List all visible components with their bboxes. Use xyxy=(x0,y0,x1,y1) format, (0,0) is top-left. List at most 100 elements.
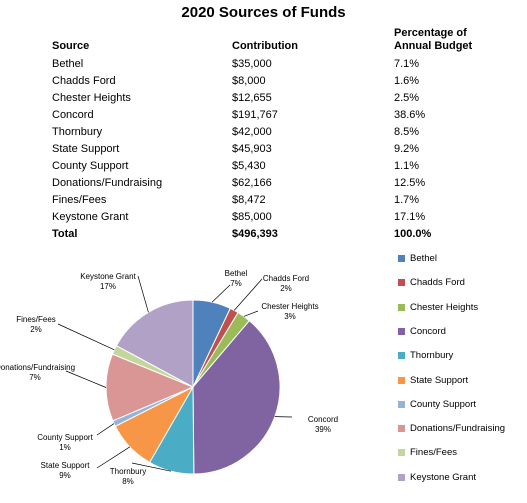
cell-source: Fines/Fees xyxy=(52,189,232,206)
legend-item: Keystone Grant xyxy=(398,472,523,485)
leader-line xyxy=(97,424,114,435)
total-percentage: 100.0% xyxy=(394,223,524,240)
legend-label: Keystone Grant xyxy=(410,472,476,483)
legend-swatch xyxy=(398,401,405,408)
funds-table: Source Contribution Percentage of Annual… xyxy=(52,22,524,240)
slice-label: Keystone Grant xyxy=(80,272,136,281)
cell-source: Donations/Fundraising xyxy=(52,172,232,189)
legend-label: Fines/Fees xyxy=(410,447,457,458)
slice-label: Donations/Fundraising xyxy=(0,363,75,372)
cell-contribution: $12,655 xyxy=(232,87,394,104)
legend-swatch xyxy=(398,449,405,456)
cell-contribution: $35,000 xyxy=(232,53,394,70)
legend-swatch xyxy=(398,425,405,432)
slice-label: State Support xyxy=(41,461,91,470)
legend-swatch xyxy=(398,352,405,359)
slice-percent-label: 7% xyxy=(29,373,41,382)
cell-source: State Support xyxy=(52,138,232,155)
leader-line xyxy=(244,311,258,316)
leader-line xyxy=(97,447,130,468)
header-percentage: Percentage of Annual Budget xyxy=(394,22,524,53)
leader-line xyxy=(58,324,114,350)
slice-percent-label: 3% xyxy=(284,312,296,321)
legend-label: Concord xyxy=(410,326,446,337)
legend-item: State Support xyxy=(398,375,523,388)
cell-source: County Support xyxy=(52,155,232,172)
legend-swatch xyxy=(398,377,405,384)
legend-item: Chadds Ford xyxy=(398,277,523,290)
legend-label: Donations/Fundraising xyxy=(410,423,505,434)
header-contribution: Contribution xyxy=(232,22,394,53)
cell-percentage: 9.2% xyxy=(394,138,524,155)
slice-label: Thornbury xyxy=(110,467,146,476)
cell-contribution: $45,903 xyxy=(232,138,394,155)
legend-item: Donations/Fundraising xyxy=(398,423,523,436)
legend-label: County Support xyxy=(410,399,476,410)
cell-source: Bethel xyxy=(52,53,232,70)
legend-item: Thornbury xyxy=(398,350,523,363)
legend-item: Bethel xyxy=(398,253,523,266)
cell-contribution: $191,767 xyxy=(232,104,394,121)
cell-source: Keystone Grant xyxy=(52,206,232,223)
cell-contribution: $8,472 xyxy=(232,189,394,206)
slice-label: Bethel xyxy=(225,269,248,278)
legend-swatch xyxy=(398,255,405,262)
cell-percentage: 1.6% xyxy=(394,70,524,87)
legend-item: County Support xyxy=(398,399,523,412)
cell-percentage: 17.1% xyxy=(394,206,524,223)
legend-label: Chester Heights xyxy=(410,302,478,313)
cell-source: Thornbury xyxy=(52,121,232,138)
cell-source: Chester Heights xyxy=(52,87,232,104)
slice-percent-label: 39% xyxy=(315,425,331,434)
slice-label: Chester Heights xyxy=(261,302,318,311)
slice-percent-label: 17% xyxy=(100,282,116,291)
cell-percentage: 7.1% xyxy=(394,53,524,70)
cell-source: Chadds Ford xyxy=(52,70,232,87)
legend-item: Fines/Fees xyxy=(398,447,523,460)
total-source: Total xyxy=(52,223,232,240)
legend-label: State Support xyxy=(410,375,468,386)
slice-label: County Support xyxy=(37,433,93,442)
slice-percent-label: 7% xyxy=(230,279,242,288)
slice-percent-label: 2% xyxy=(280,284,292,293)
slice-percent-label: 8% xyxy=(122,477,134,486)
slice-label: Chadds Ford xyxy=(263,274,309,283)
cell-source: Concord xyxy=(52,104,232,121)
cell-contribution: $5,430 xyxy=(232,155,394,172)
legend-swatch xyxy=(398,279,405,286)
slice-percent-label: 2% xyxy=(30,325,42,334)
cell-percentage: 1.1% xyxy=(394,155,524,172)
chart-title: 2020 Sources of Funds xyxy=(0,4,527,21)
leader-line xyxy=(138,276,148,312)
legend-item: Chester Heights xyxy=(398,302,523,315)
slice-percent-label: 9% xyxy=(59,471,71,480)
cell-percentage: 38.6% xyxy=(394,104,524,121)
cell-contribution: $8,000 xyxy=(232,70,394,87)
legend-swatch xyxy=(398,304,405,311)
slice-label: Fines/Fees xyxy=(16,315,56,324)
cell-percentage: 12.5% xyxy=(394,172,524,189)
legend-item: Concord xyxy=(398,326,523,339)
total-contribution: $496,393 xyxy=(232,223,394,240)
legend-label: Thornbury xyxy=(410,350,453,361)
header-source: Source xyxy=(52,22,232,53)
table-header-row: Source Contribution Percentage of Annual… xyxy=(52,22,524,53)
leader-line xyxy=(66,371,106,388)
slice-percent-label: 1% xyxy=(59,443,71,452)
cell-contribution: $85,000 xyxy=(232,206,394,223)
cell-percentage: 1.7% xyxy=(394,189,524,206)
cell-contribution: $62,166 xyxy=(232,172,394,189)
